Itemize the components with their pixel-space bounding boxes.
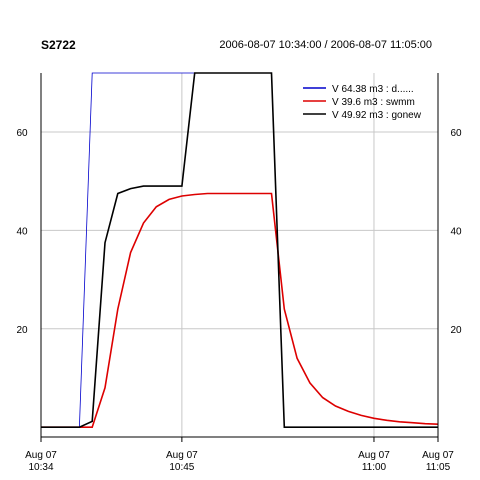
x-tick-label-time: 10:45 [169, 462, 194, 473]
x-tick-label-time: 11:00 [362, 462, 387, 473]
time-range: 2006-08-07 10:34:00 / 2006-08-07 11:05:0… [219, 39, 432, 51]
x-tick-label-date: Aug 07 [25, 450, 57, 461]
x-tick-label-time: 10:34 [28, 462, 53, 473]
series-lines [41, 72, 439, 429]
y-tick-label-left: 20 [16, 325, 28, 336]
legend: V 64.38 m3 : d...... V 39.6 m3 : swmm V 49… [303, 84, 422, 121]
axes [40, 73, 439, 442]
chart-title: S2722 [41, 38, 76, 52]
y-tick-label-left: 60 [16, 128, 28, 139]
y-tick-label-right: 20 [450, 325, 462, 336]
legend-label-3: V 49.92 m3 : gonew [332, 110, 422, 121]
legend-label-1: V 64.38 m3 : d...... [332, 84, 414, 95]
series-line-2 [41, 192, 439, 429]
y-tick-label-right: 40 [450, 226, 462, 237]
x-tick-label-date: Aug 07 [358, 450, 390, 461]
legend-label-2: V 39.6 m3 : swmm [332, 97, 415, 108]
series-line-1 [41, 72, 438, 428]
grid-lines [41, 73, 438, 437]
y-tick-label-left: 40 [16, 226, 28, 237]
x-tick-label-date: Aug 07 [422, 450, 454, 461]
x-tick-label-time: 11:05 [426, 462, 451, 473]
y-tick-label-right: 60 [450, 128, 462, 139]
x-tick-label-date: Aug 07 [166, 450, 198, 461]
series-line-3 [41, 72, 438, 429]
